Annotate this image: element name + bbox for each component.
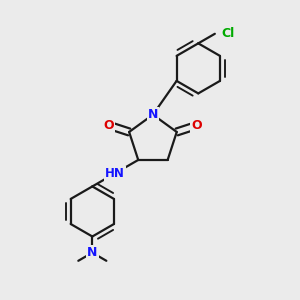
Text: O: O: [192, 119, 202, 132]
Text: O: O: [104, 119, 114, 132]
Text: Cl: Cl: [221, 27, 235, 40]
Text: HN: HN: [105, 167, 125, 180]
Text: N: N: [148, 108, 158, 121]
Text: N: N: [87, 246, 98, 259]
